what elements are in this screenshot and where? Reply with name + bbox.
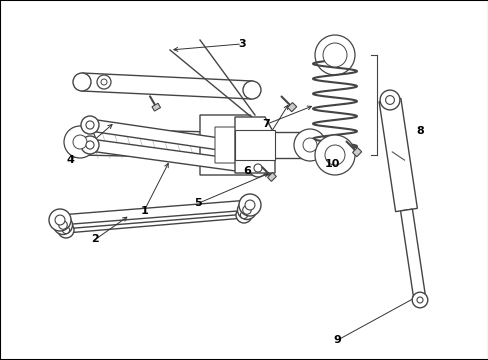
Circle shape	[248, 159, 266, 177]
Text: 1: 1	[140, 206, 148, 216]
Circle shape	[59, 221, 67, 229]
Circle shape	[236, 207, 251, 223]
Text: 9: 9	[333, 335, 341, 345]
Circle shape	[55, 215, 65, 225]
Circle shape	[64, 126, 96, 158]
Polygon shape	[287, 103, 296, 112]
Text: 3: 3	[238, 39, 245, 49]
Text: 6: 6	[243, 166, 250, 176]
Circle shape	[411, 292, 427, 308]
Polygon shape	[352, 148, 361, 157]
Polygon shape	[244, 132, 309, 158]
Circle shape	[81, 116, 99, 134]
Circle shape	[253, 164, 262, 172]
Circle shape	[73, 135, 87, 149]
Circle shape	[49, 209, 71, 231]
Polygon shape	[267, 172, 276, 181]
Text: 2: 2	[91, 234, 99, 244]
Polygon shape	[235, 130, 274, 160]
Polygon shape	[81, 73, 252, 99]
Circle shape	[303, 138, 316, 152]
Circle shape	[314, 135, 354, 175]
Circle shape	[244, 200, 254, 210]
Circle shape	[293, 129, 325, 161]
Polygon shape	[235, 117, 274, 173]
Circle shape	[86, 141, 94, 149]
Polygon shape	[152, 103, 160, 111]
Circle shape	[86, 121, 94, 129]
Text: 10: 10	[324, 159, 340, 169]
Circle shape	[62, 226, 69, 234]
Polygon shape	[89, 119, 260, 156]
Text: 5: 5	[194, 198, 202, 208]
Polygon shape	[62, 206, 247, 229]
Polygon shape	[65, 212, 244, 233]
Polygon shape	[89, 139, 258, 174]
Circle shape	[242, 206, 251, 214]
Circle shape	[240, 211, 247, 219]
Circle shape	[58, 222, 74, 238]
Circle shape	[323, 43, 346, 67]
Circle shape	[255, 146, 264, 154]
Text: 4: 4	[67, 155, 75, 165]
Polygon shape	[215, 127, 251, 163]
Circle shape	[101, 79, 107, 85]
Circle shape	[243, 81, 261, 99]
Circle shape	[73, 73, 91, 91]
Circle shape	[97, 75, 111, 89]
Circle shape	[250, 141, 268, 159]
Polygon shape	[400, 209, 425, 301]
Circle shape	[385, 96, 394, 104]
Circle shape	[325, 145, 345, 165]
Polygon shape	[200, 115, 269, 175]
Polygon shape	[60, 200, 250, 225]
Polygon shape	[80, 129, 215, 158]
Circle shape	[237, 201, 256, 220]
Circle shape	[416, 297, 422, 303]
Circle shape	[81, 136, 99, 154]
Text: 8: 8	[416, 126, 424, 136]
Circle shape	[53, 216, 72, 234]
Circle shape	[379, 90, 399, 110]
Circle shape	[239, 194, 261, 216]
Text: 7: 7	[262, 119, 270, 129]
Circle shape	[314, 35, 354, 75]
Polygon shape	[378, 98, 417, 212]
